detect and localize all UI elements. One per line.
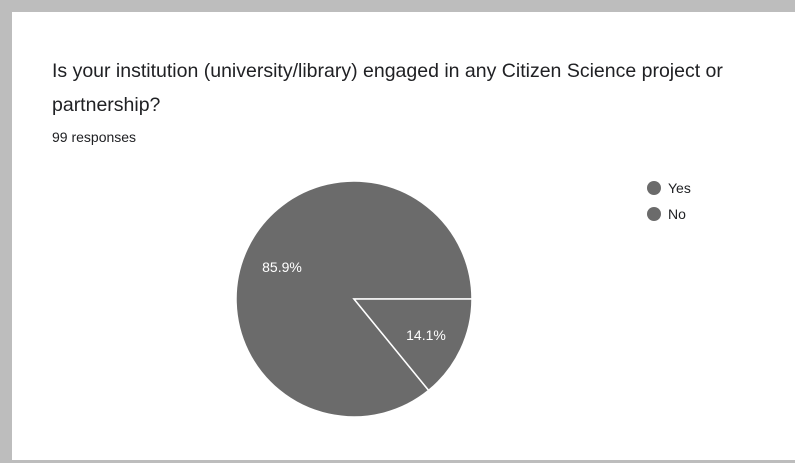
pie-slice-yes[interactable] — [235, 180, 473, 418]
pie-slice-labels: 85.9% 14.1% — [262, 259, 446, 343]
chart-legend: Yes No — [647, 180, 691, 222]
legend-item-yes[interactable]: Yes — [647, 180, 691, 196]
slice-label-yes: 85.9% — [262, 259, 302, 275]
pie-slice-no[interactable] — [352, 298, 473, 392]
pie-slices — [235, 180, 473, 418]
legend-dot-yes — [647, 181, 661, 195]
question-title: Is your institution (university/library)… — [52, 60, 723, 116]
slice-label-no: 14.1% — [406, 327, 446, 343]
legend-label-yes: Yes — [668, 180, 691, 196]
response-count: 99 responses — [52, 129, 137, 145]
legend-label-no: No — [668, 206, 686, 222]
legend-dot-no — [647, 207, 661, 221]
legend-item-no[interactable]: No — [647, 206, 686, 222]
